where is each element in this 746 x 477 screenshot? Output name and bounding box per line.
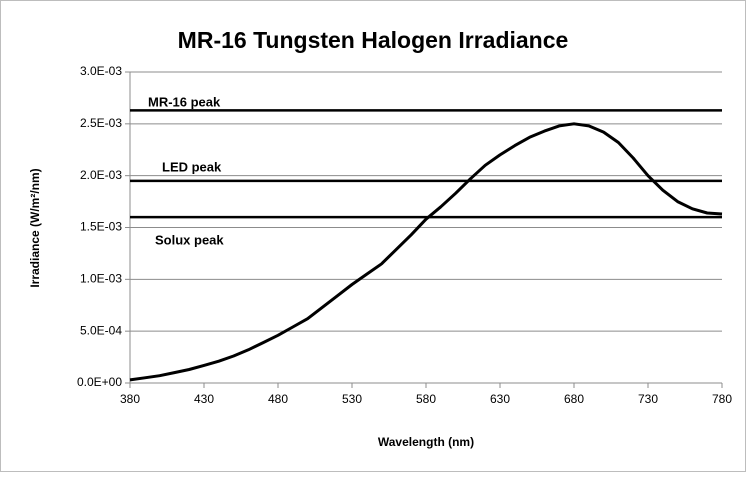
x-tick-label: 430 <box>194 392 214 406</box>
x-tick-label: 480 <box>268 392 288 406</box>
y-tick-label: 1.5E-03 <box>80 220 122 234</box>
x-tick-label: 730 <box>638 392 658 406</box>
y-tick-label: 0.0E+00 <box>77 375 122 389</box>
y-tick-label: 2.5E-03 <box>80 116 122 130</box>
y-axis-label: Irradiance (W/m²/nm) <box>28 168 42 287</box>
data-line <box>129 122 723 382</box>
reference-label: MR-16 peak <box>148 94 221 109</box>
reference-label: Solux peak <box>155 232 224 247</box>
reference-label: LED peak <box>162 159 222 174</box>
y-tick-label: 2.0E-03 <box>80 168 122 182</box>
x-tick-label: 780 <box>712 392 732 406</box>
x-tick-label: 530 <box>342 392 362 406</box>
x-axis-label: Wavelength (nm) <box>378 435 474 449</box>
x-tick-label: 680 <box>564 392 584 406</box>
y-tick-label: 1.0E-03 <box>80 272 122 286</box>
y-tick-label: 5.0E-04 <box>80 323 122 337</box>
y-tick-label: 3.0E-03 <box>80 64 122 78</box>
x-tick-label: 580 <box>416 392 436 406</box>
x-tick-label: 630 <box>490 392 510 406</box>
chart-title: MR-16 Tungsten Halogen Irradiance <box>178 27 569 53</box>
x-tick-label: 380 <box>120 392 140 406</box>
